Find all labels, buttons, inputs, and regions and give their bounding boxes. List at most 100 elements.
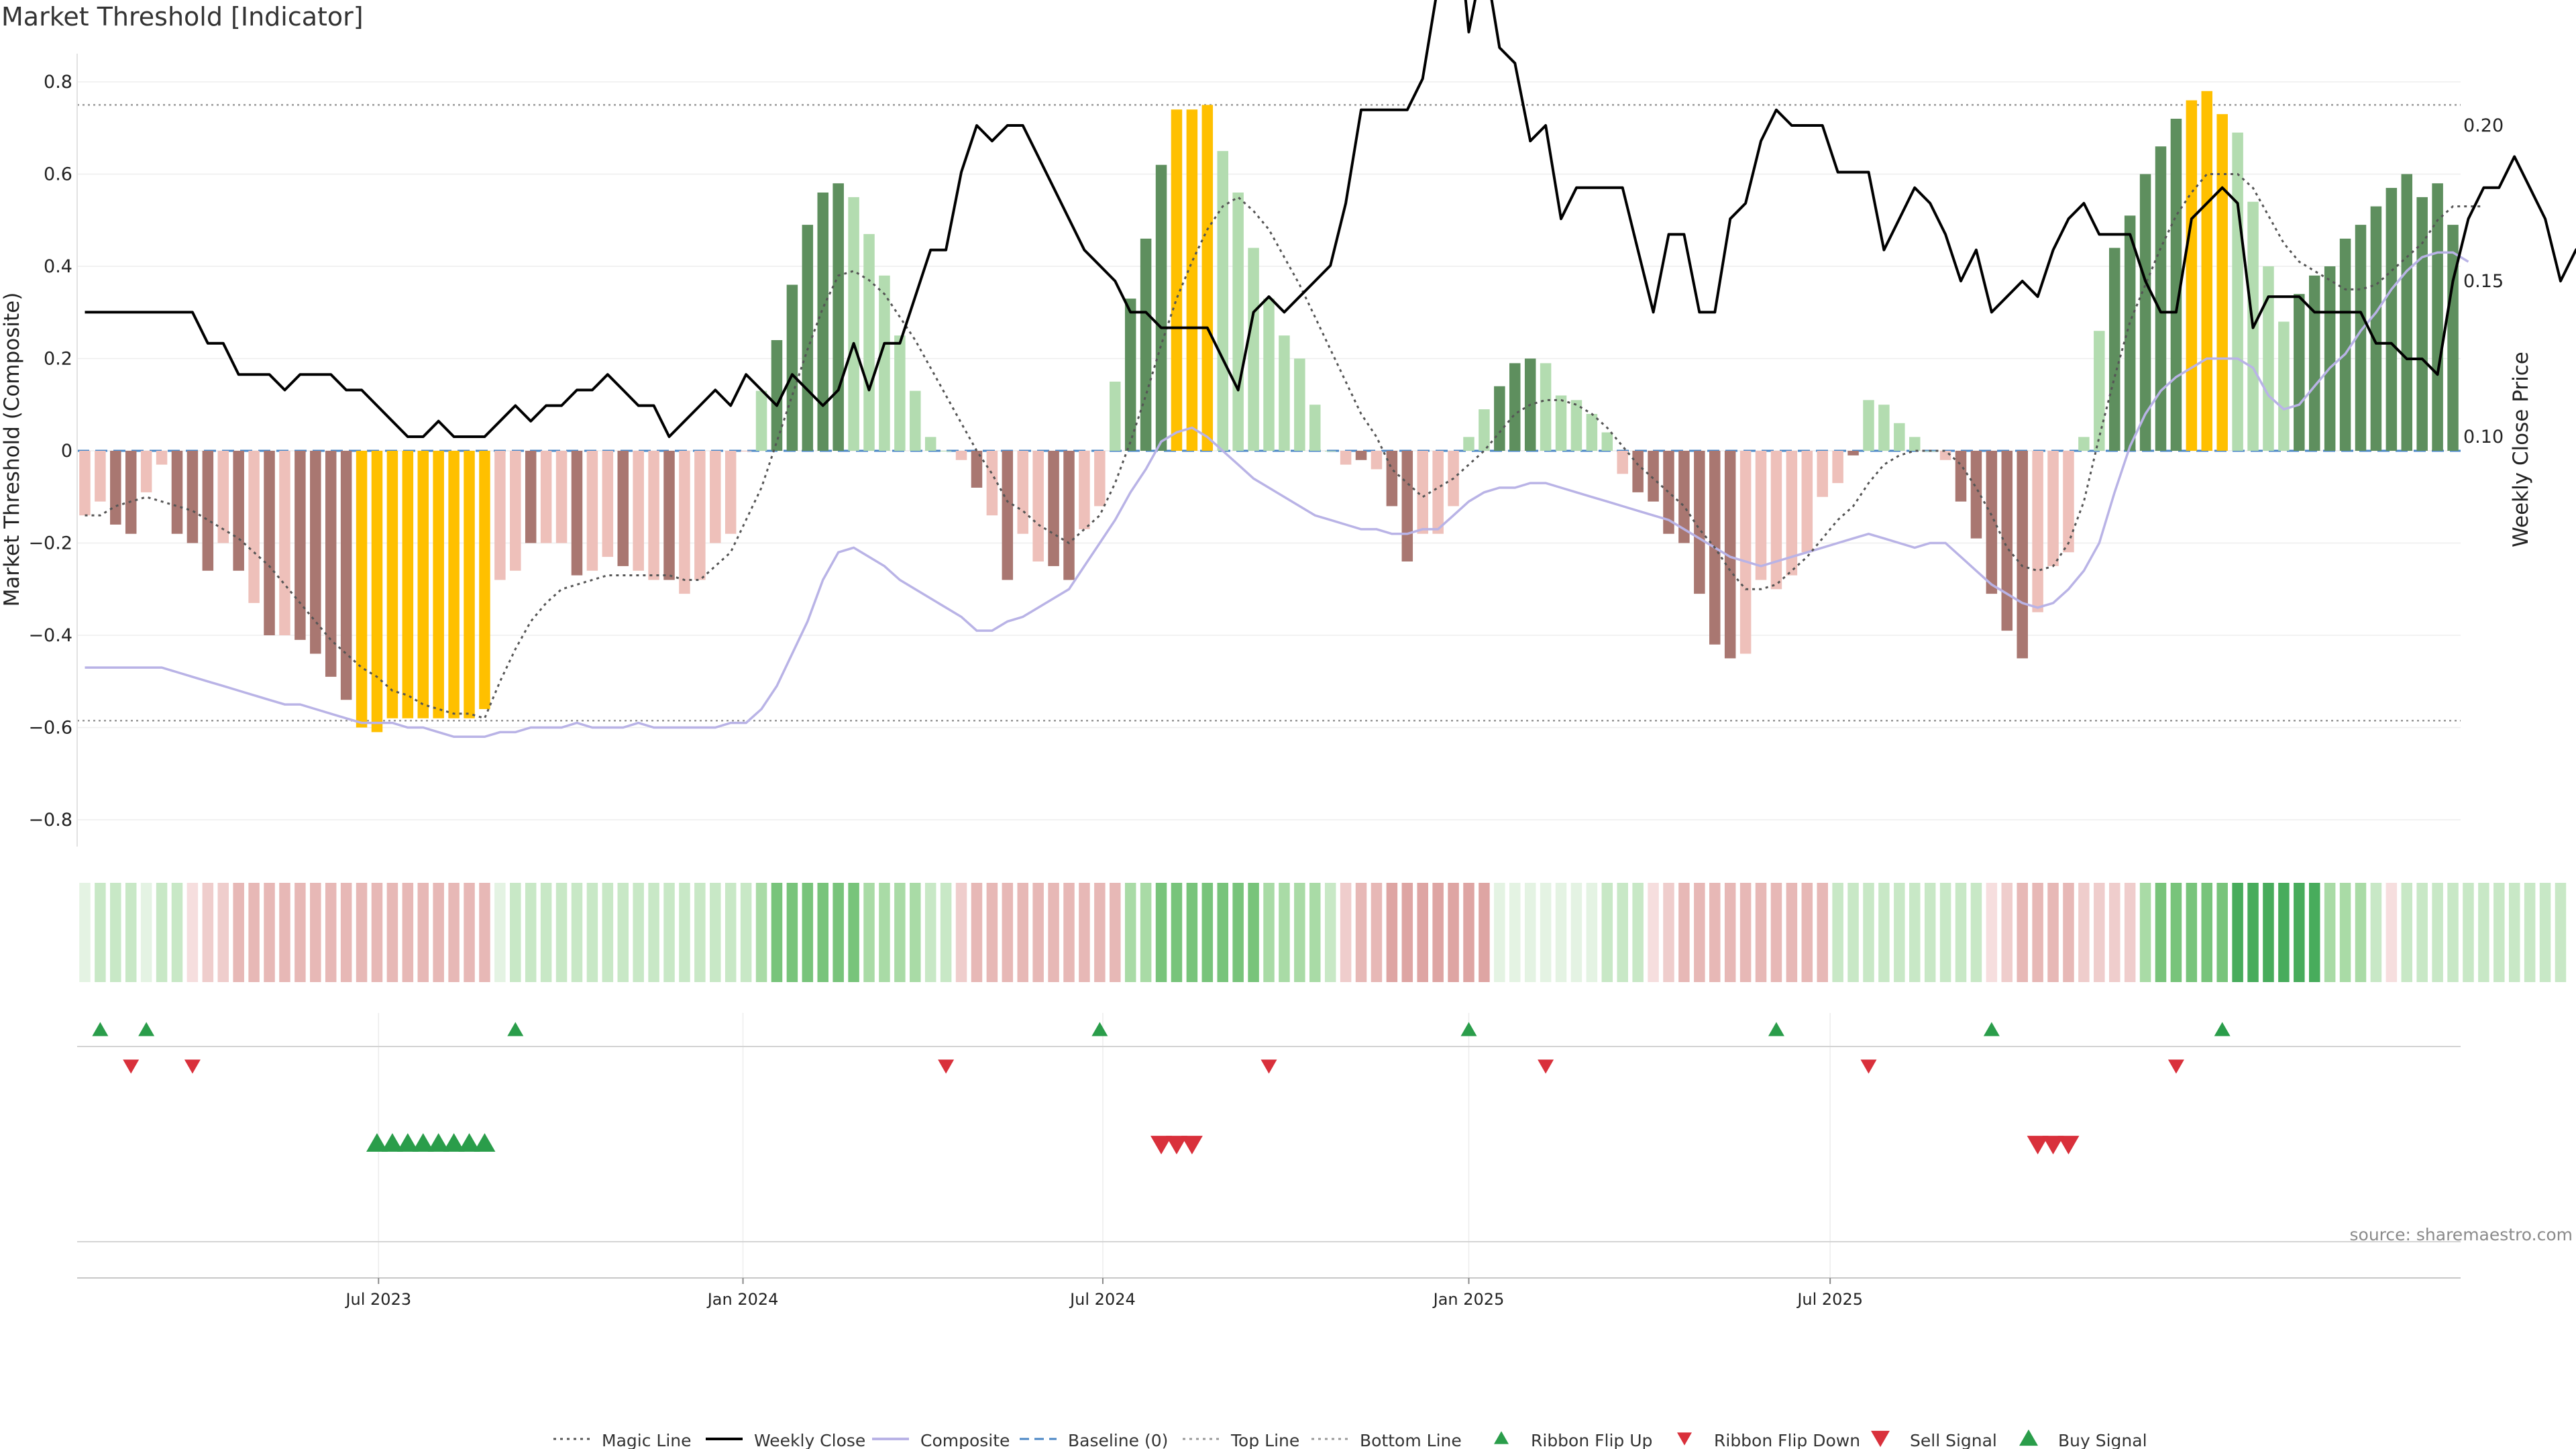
ribbon-cell bbox=[1017, 883, 1028, 982]
ribbon-cell bbox=[1386, 883, 1398, 982]
composite-bar bbox=[679, 451, 690, 594]
composite-bar bbox=[2155, 146, 2167, 451]
ribbon-cell bbox=[1432, 883, 1444, 982]
ribbon-cell bbox=[2447, 883, 2459, 982]
composite-bar bbox=[2447, 225, 2459, 451]
composite-bar bbox=[417, 451, 429, 718]
ribbon-cell bbox=[679, 883, 690, 982]
x-tick-label: Jan 2024 bbox=[706, 1290, 779, 1309]
ribbon-cell bbox=[648, 883, 659, 982]
ribbon-cell bbox=[2139, 883, 2151, 982]
weekly-close-line bbox=[85, 0, 2576, 438]
ribbon-cell bbox=[1155, 883, 1167, 982]
ribbon-cell bbox=[740, 883, 752, 982]
composite-bar bbox=[2370, 206, 2382, 451]
buy-signal-marker bbox=[474, 1133, 496, 1152]
composite-bar bbox=[1617, 451, 1628, 474]
legend-swatch bbox=[1494, 1431, 1509, 1444]
ribbon-cell bbox=[1601, 883, 1613, 982]
y-tick-label-right: 0.20 bbox=[2463, 115, 2504, 136]
ribbon-cell bbox=[1678, 883, 1690, 982]
composite-bar bbox=[1155, 164, 1167, 451]
composite-bar bbox=[248, 451, 260, 603]
ribbon-cell bbox=[2493, 883, 2505, 982]
composite-bar bbox=[1694, 451, 1705, 594]
composite-bar bbox=[264, 451, 275, 635]
ribbon-cell bbox=[1248, 883, 1259, 982]
composite-bar bbox=[694, 451, 706, 580]
legend-item: Weekly Close bbox=[706, 1431, 865, 1449]
composite-bar bbox=[1909, 437, 1921, 451]
legend-item: Ribbon Flip Up bbox=[1494, 1431, 1652, 1449]
ribbon-cell bbox=[1371, 883, 1383, 982]
ribbon-cell bbox=[555, 883, 568, 982]
ribbon-cell bbox=[1617, 883, 1628, 982]
buy-signal-marker bbox=[396, 1133, 419, 1152]
ribbon-cell bbox=[1786, 883, 1798, 982]
ribbon-cell bbox=[1801, 883, 1813, 982]
ribbon-cell bbox=[1586, 883, 1598, 982]
magic-line bbox=[85, 173, 2484, 720]
ribbon-cell bbox=[1986, 883, 1998, 982]
ribbon-cell bbox=[2263, 883, 2274, 982]
composite-bar bbox=[2047, 451, 2059, 566]
ribbon-cell bbox=[1401, 883, 1413, 982]
ribbon-cell bbox=[1878, 883, 1890, 982]
composite-bar bbox=[1663, 451, 1674, 534]
ribbon-cell bbox=[125, 883, 137, 982]
ribbon-cell bbox=[479, 883, 490, 982]
signal-markers bbox=[366, 1133, 2080, 1155]
ribbon-cell bbox=[1939, 883, 1951, 982]
ribbon-cell bbox=[1832, 883, 1843, 982]
composite-bar bbox=[340, 451, 352, 700]
composite-bar bbox=[1648, 451, 1659, 502]
composite-bar bbox=[879, 275, 890, 451]
composite-bar bbox=[817, 193, 828, 451]
legend-label: Buy Signal bbox=[2058, 1431, 2147, 1449]
composite-bar bbox=[1986, 451, 1998, 594]
ribbon-cell bbox=[617, 883, 629, 982]
composite-bar bbox=[2232, 132, 2243, 451]
ribbon-cell bbox=[1355, 883, 1367, 982]
composite-bar bbox=[1248, 248, 1259, 451]
y-tick-label-left: −0.4 bbox=[28, 625, 72, 646]
y-tick-label-left: −0.8 bbox=[28, 810, 72, 830]
composite-bar bbox=[2416, 197, 2428, 451]
ribbon-cell bbox=[910, 883, 921, 982]
composite-bar bbox=[1017, 451, 1028, 534]
ribbon-cell bbox=[2401, 883, 2413, 982]
sell-signal-marker bbox=[1165, 1136, 1187, 1155]
ribbon-cell bbox=[2508, 883, 2520, 982]
buy-signal-marker bbox=[412, 1133, 434, 1152]
ribbon-cell bbox=[1894, 883, 1905, 982]
ribbon-cell bbox=[2339, 883, 2351, 982]
composite-bar bbox=[1417, 451, 1428, 534]
ribbon-cell bbox=[540, 883, 552, 982]
ribbon-cell bbox=[2324, 883, 2336, 982]
composite-bar bbox=[233, 451, 244, 571]
composite-bar bbox=[755, 390, 767, 451]
composite-bar bbox=[525, 451, 537, 543]
composite-bar bbox=[1724, 451, 1736, 659]
ribbon-flip-up-marker bbox=[507, 1022, 524, 1036]
composite-bar bbox=[125, 451, 137, 534]
ribbon-cell bbox=[2432, 883, 2443, 982]
ribbon-cell bbox=[1079, 883, 1090, 982]
ribbon-flip-up-marker bbox=[2214, 1022, 2231, 1036]
composite-bar bbox=[786, 284, 798, 451]
ribbon-flip-up-marker bbox=[92, 1022, 109, 1036]
ribbon-cell bbox=[1632, 883, 1644, 982]
ribbon-cell bbox=[1663, 883, 1674, 982]
legend-swatch bbox=[2019, 1429, 2038, 1446]
composite-bar bbox=[1309, 405, 1321, 451]
ribbon-cell bbox=[217, 883, 229, 982]
composite-bar bbox=[110, 451, 121, 525]
ribbon-cell bbox=[1217, 883, 1228, 982]
legend-swatch bbox=[1677, 1432, 1692, 1446]
composite-bar bbox=[586, 451, 598, 571]
ribbon-cell bbox=[1817, 883, 1828, 982]
composite-bar bbox=[1463, 437, 1474, 451]
composite-bar bbox=[1002, 451, 1014, 580]
ribbon-cell bbox=[2355, 883, 2367, 982]
